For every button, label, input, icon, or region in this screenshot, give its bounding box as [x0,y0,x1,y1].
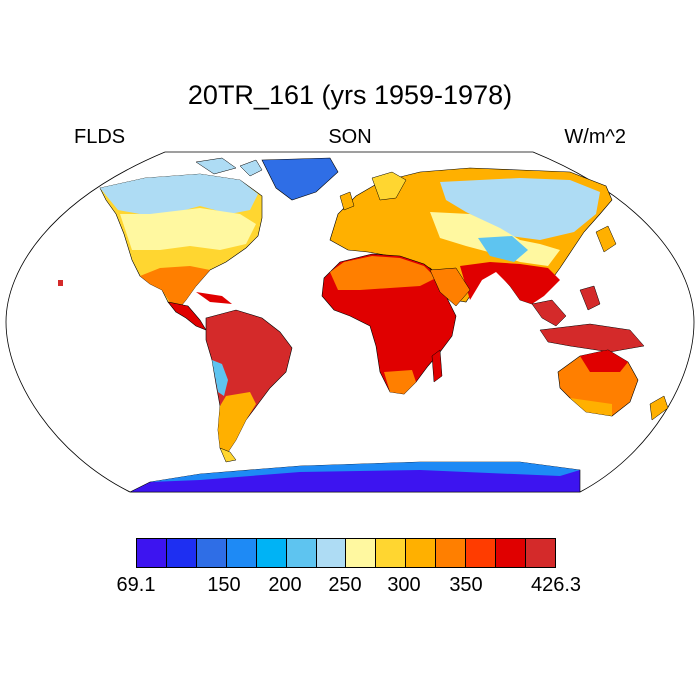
south-africa [384,370,416,394]
north-america-mid [120,208,256,250]
colorbar-swatch [137,539,167,567]
tierra-del-fuego [219,447,237,463]
japan [595,225,617,253]
colorbar-swatch [166,539,197,567]
scandinavia [371,171,407,201]
colorbar-tick-label: 69.1 [116,574,156,596]
antarctica-coast [150,462,580,482]
british-isles [339,191,355,211]
colorbar-swatch [256,539,287,567]
season-label: SON [328,126,372,148]
colorbar-swatch [196,539,227,567]
arabia [429,267,471,307]
colorbar-swatch [525,539,555,567]
colorbar-tick-label: 350 [449,574,483,596]
indonesia [539,323,645,353]
central-america [167,301,207,331]
arctic-islands [195,157,263,177]
southeast-asia [531,299,567,327]
colorbar-swatch [436,539,467,567]
tibet [478,236,528,262]
colorbar-tick-label: 150 [207,574,241,596]
pacific-island [58,280,63,286]
south-america-south [218,392,256,452]
colorbar-tick-label: 300 [387,574,421,596]
north-america-south [140,266,210,312]
colorbar-swatch [466,539,497,567]
siberia [440,178,600,240]
caribbean [196,292,232,304]
north-america-north [100,174,258,214]
colorbar-swatch [406,539,437,567]
new-zealand [649,395,669,421]
colorbar-swatch [286,539,317,567]
colorbar-tick-label: 200 [268,574,302,596]
north-africa [330,256,436,290]
colorbar-tick-label: 426.3 [530,574,582,596]
australia-south [570,398,612,416]
philippines [579,285,601,311]
colorbar-tick-label: 250 [328,574,362,596]
units-label: W/m^2 [564,126,626,148]
colorbar [136,538,556,568]
colorbar-swatch [226,539,257,567]
variable-label: FLDS [74,126,126,148]
colorbar-swatch [346,539,377,567]
south-america-andes [212,360,228,396]
colorbar-swatch [376,539,407,567]
greenland [261,157,339,201]
australia-north [580,350,628,372]
south-asia [460,262,560,304]
colorbar-swatch [496,539,526,567]
colorbar-swatch [316,539,347,567]
madagascar [431,349,443,383]
map-title: 20TR_161 (yrs 1959-1978) [187,80,513,110]
